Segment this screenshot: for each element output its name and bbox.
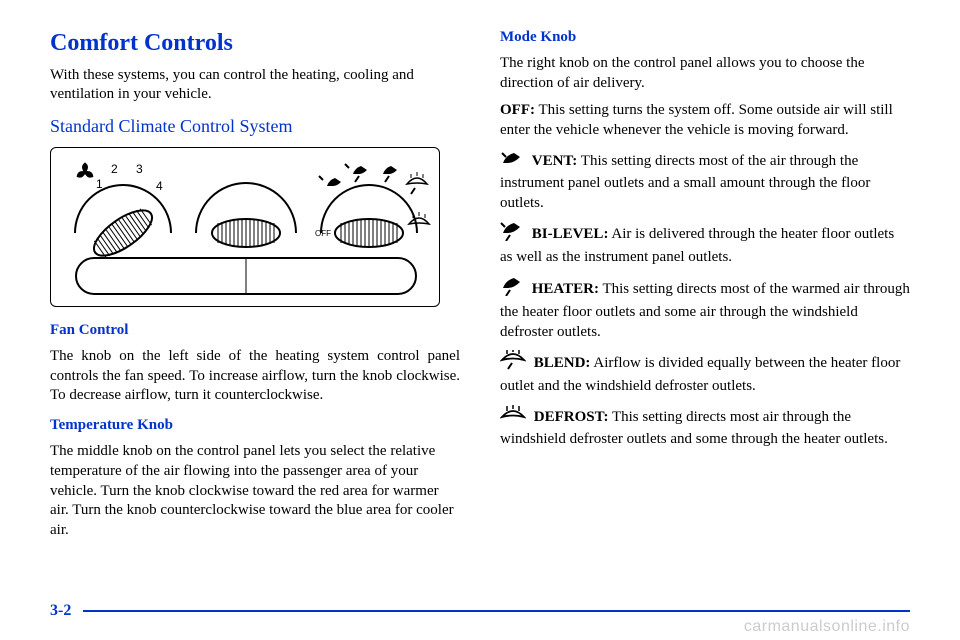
mode-knob-intro: The right knob on the control panel allo… [500, 54, 910, 94]
footer-rule [83, 610, 910, 612]
subsection-heading: Standard Climate Control System [50, 115, 460, 139]
fan-label-1: 1 [96, 177, 103, 191]
defrost-icon [500, 405, 526, 430]
off-text: This setting turns the system off. Some … [500, 102, 893, 138]
intro-paragraph: With these systems, you can control the … [50, 66, 460, 106]
fan-control-heading: Fan Control [50, 321, 460, 341]
bilevel-icon [500, 221, 524, 248]
fan-label-2: 2 [111, 162, 118, 176]
vent-setting: VENT: This setting directs most of the a… [500, 149, 910, 213]
page-footer: 3-2 [50, 594, 910, 620]
blend-setting: BLEND: Airflow is divided equally betwee… [500, 350, 910, 397]
page-container: Comfort Controls With these systems, you… [0, 0, 960, 640]
diagram-svg: 1 2 3 4 OFF [51, 148, 441, 308]
bilevel-label: BI-LEVEL: [532, 226, 609, 242]
vent-label: VENT: [532, 153, 578, 169]
defrost-setting: DEFROST: This setting directs most air t… [500, 405, 910, 450]
section-title: Comfort Controls [50, 28, 460, 60]
temperature-knob-paragraph: The middle knob on the control panel let… [50, 442, 460, 541]
mode-knob-heading: Mode Knob [500, 28, 910, 48]
two-column-layout: Comfort Controls With these systems, you… [50, 28, 910, 594]
left-column: Comfort Controls With these systems, you… [50, 28, 460, 594]
climate-control-diagram: 1 2 3 4 OFF [50, 147, 440, 307]
heater-setting: HEATER: This setting directs most of the… [500, 276, 910, 342]
blend-label: BLEND: [534, 355, 591, 371]
fan-label-4: 4 [156, 179, 163, 193]
fan-control-paragraph: The knob on the left side of the heating… [50, 347, 460, 406]
defrost-label: DEFROST: [534, 409, 609, 425]
heater-label: HEATER: [532, 281, 599, 297]
blend-icon [500, 350, 526, 377]
off-setting: OFF: This setting turns the system off. … [500, 101, 910, 141]
off-label: OFF: [500, 102, 535, 118]
heater-icon [500, 276, 524, 303]
page-number: 3-2 [50, 602, 71, 620]
vent-icon [500, 149, 524, 174]
off-label: OFF [315, 229, 331, 238]
watermark-text: carmanualsonline.info [744, 618, 910, 636]
bilevel-setting: BI-LEVEL: Air is delivered through the h… [500, 221, 910, 268]
fan-label-3: 3 [136, 162, 143, 176]
right-column: Mode Knob The right knob on the control … [500, 28, 910, 594]
temperature-knob-heading: Temperature Knob [50, 416, 460, 436]
